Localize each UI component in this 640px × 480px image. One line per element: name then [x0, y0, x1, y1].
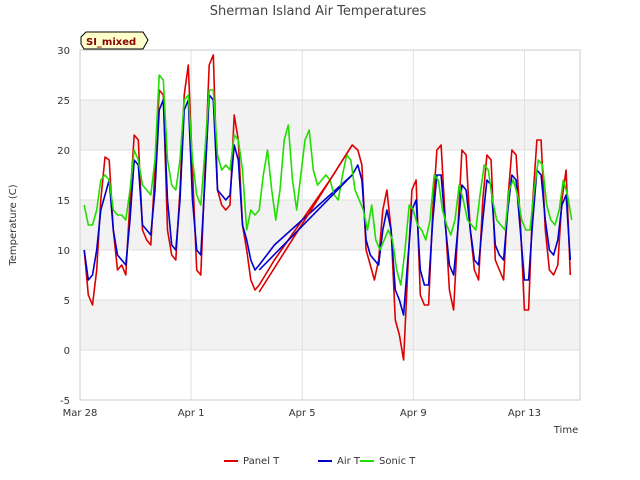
plot-frame	[79, 49, 581, 401]
series-line-gap-connector-3	[258, 144, 353, 293]
series-line-air-t	[83, 94, 572, 316]
y-tick-label: 10	[57, 246, 70, 257]
legend-item: Panel T	[224, 456, 280, 467]
x-tick-label: Apr 5	[289, 408, 316, 419]
series-line-gap-connector-4	[258, 174, 353, 271]
badge-label: SI_mixed	[86, 37, 136, 48]
legend-label: Air T	[337, 456, 361, 467]
x-axis-label: Time	[553, 425, 578, 436]
y-tick-label: 20	[57, 146, 70, 157]
y-axis-ticks: -5 0 5 10 15 20 25 30	[57, 46, 70, 407]
series-lines	[83, 54, 573, 361]
y-tick-label: 5	[64, 296, 70, 307]
y-tick-label: 25	[57, 96, 70, 107]
station-badge: SI_mixed	[80, 31, 149, 50]
legend-label: Panel T	[243, 456, 280, 467]
y-tick-label: 30	[57, 46, 70, 57]
plot-bands	[80, 100, 580, 350]
x-tick-label: Apr 9	[400, 408, 427, 419]
legend: Panel T Air T Sonic T	[224, 456, 416, 467]
y-axis-label: Temperature (C)	[8, 184, 19, 266]
grid-band	[80, 300, 580, 350]
y-tick-label: 0	[64, 346, 70, 357]
legend-item: Sonic T	[360, 456, 416, 467]
legend-item: Air T	[318, 456, 361, 467]
x-tick-label: Apr 13	[508, 408, 541, 419]
x-tick-label: Mar 28	[63, 408, 98, 419]
x-tick-label: Apr 1	[178, 408, 205, 419]
grid-band	[80, 200, 580, 250]
legend-label: Sonic T	[379, 456, 416, 467]
x-axis-ticks: Mar 28 Apr 1 Apr 5 Apr 9 Apr 13	[63, 408, 541, 419]
badge-box	[80, 31, 149, 50]
chart-title: Sherman Island Air Temperatures	[210, 4, 427, 19]
y-tick-label: 15	[57, 196, 70, 207]
y-tick-label: -5	[60, 396, 70, 407]
series-line-sonic-t	[83, 74, 573, 286]
grid-band	[80, 100, 580, 150]
